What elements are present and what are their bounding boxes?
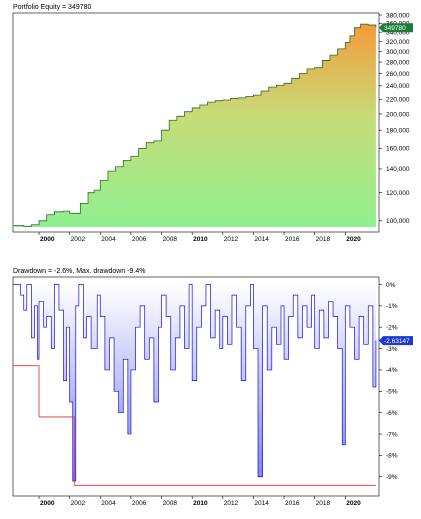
drawdown-y-tick-label: -5%	[386, 389, 398, 396]
equity-chart: 100,000 120,000 140,000 160,000 180,000 200,0…	[12, 12, 413, 243]
drawdown-x-tick-label: 2002	[71, 500, 86, 507]
drawdown-y-tick-label: -8%	[386, 453, 398, 460]
drawdown-y-tick-label: -3%	[386, 346, 398, 353]
drawdown-y-tick-label: -6%	[386, 410, 398, 417]
equity-x-tick-label: 2016	[285, 236, 300, 243]
max-drawdown-line	[13, 365, 376, 486]
equity-x-tick-label: 2004	[101, 236, 116, 243]
drawdown-current-value-label: -2.63147	[384, 338, 410, 345]
drawdown-y-tick-label: -9%	[386, 474, 398, 481]
equity-y-tick-label: 240,000	[386, 83, 410, 90]
drawdown-current-value-marker	[379, 336, 413, 346]
equity-y-tick-label: 320,000	[386, 39, 410, 46]
equity-current-value-label: 349780	[384, 25, 406, 32]
equity-y-tick-label: 200,000	[386, 111, 410, 118]
drawdown-y-tick-label: 0%	[386, 282, 396, 289]
equity-x-tick-label: 2000	[40, 236, 55, 243]
drawdown-line	[13, 284, 377, 482]
drawdown-chart: 0% -1% -2% -3% -4% -5% -6% -7% -8% -9% 2000 2002 200…	[12, 276, 413, 507]
drawdown-x-tick-label: 2006	[132, 500, 147, 507]
drawdown-x-tick-label: 2000	[40, 500, 55, 507]
equity-x-tick-label: 2018	[316, 236, 331, 243]
equity-x-tick-label: 2006	[132, 236, 147, 243]
equity-x-tick-label: 2012	[224, 236, 239, 243]
drawdown-y-tick-label: -2%	[386, 325, 398, 332]
drawdown-chart-panel: 0% -1% -2% -3% -4% -5% -6% -7% -8% -9% 2000 2002 200…	[10, 267, 415, 512]
equity-y-tick-label: 380,000	[386, 12, 410, 19]
equity-line	[13, 23, 377, 227]
drawdown-chart-title: Drawdown = -2.6%, Max. drawdown -9.4%	[13, 268, 146, 275]
drawdown-x-tick-label: 2004	[101, 500, 116, 507]
drawdown-x-tick-label: 2008	[163, 500, 178, 507]
equity-area	[13, 24, 376, 228]
equity-x-tick-label: 2020	[346, 236, 361, 243]
equity-y-tick-label: 120,000	[386, 190, 410, 197]
equity-current-value-tag: 349780	[379, 23, 413, 33]
equity-y-tick-label: 100,000	[386, 218, 410, 225]
equity-y-tick-label: 300,000	[386, 49, 410, 56]
drawdown-y-tick-label: -7%	[386, 431, 398, 438]
drawdown-x-tick-label: 2012	[224, 500, 239, 507]
drawdown-x-tick-label: 2010	[193, 500, 208, 507]
drawdown-x-tick-label: 2016	[285, 500, 300, 507]
equity-current-value-marker	[379, 23, 413, 33]
equity-chart-panel: 100,000 120,000 140,000 160,000 180,000 200,0…	[10, 3, 415, 248]
equity-y-tick-label: 220,000	[386, 97, 410, 104]
equity-x-tick-label: 2010	[193, 236, 208, 243]
equity-y-tick-label: 280,000	[386, 59, 410, 66]
equity-chart-title: Portfolio Equity = 349780	[13, 4, 92, 11]
equity-x-tick-label: 2008	[163, 236, 178, 243]
equity-y-tick-label: 340,000	[386, 29, 410, 36]
equity-x-tick-label: 2002	[71, 236, 86, 243]
equity-x-tick-label: 2014	[254, 236, 269, 243]
equity-y-tick-label: 140,000	[386, 166, 410, 173]
drawdown-y-tick-label: -1%	[386, 303, 398, 310]
equity-y-tick-label: 180,000	[386, 128, 410, 135]
equity-y-tick-label: 260,000	[386, 71, 410, 78]
drawdown-x-tick-label: 2014	[254, 500, 269, 507]
drawdown-area	[13, 284, 376, 482]
drawdown-x-tick-label: 2020	[346, 500, 361, 507]
equity-y-tick-label: 160,000	[386, 146, 410, 153]
drawdown-x-tick-label: 2018	[316, 500, 331, 507]
drawdown-y-tick-label: -4%	[386, 367, 398, 374]
drawdown-current-value-tag: -2.63147	[379, 336, 413, 346]
